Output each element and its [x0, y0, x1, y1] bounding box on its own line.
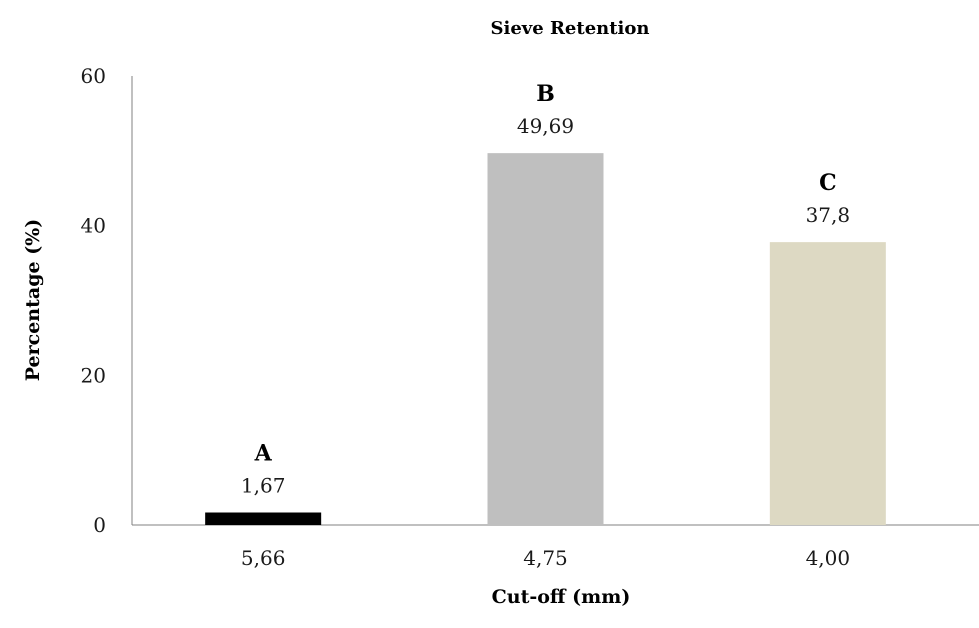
bar-value-label: 1,67	[241, 474, 286, 498]
bar-a	[205, 512, 322, 525]
x-axis-title: Cut-off (mm)	[492, 586, 631, 608]
bars	[205, 153, 886, 525]
bar-c	[769, 242, 886, 525]
bar-labels: 1,67 A 49,69 B 37,8 C	[241, 81, 850, 497]
y-tick-label: 60	[81, 64, 106, 88]
bar-value-label: 37,8	[806, 203, 851, 227]
y-tick-label: 20	[81, 363, 106, 387]
y-axis-title-group: Percentage (%)	[22, 219, 44, 381]
y-axis-title: Percentage (%)	[22, 219, 44, 381]
x-tick-label: 5,66	[241, 546, 286, 570]
bar-value-label: 49,69	[517, 114, 574, 138]
x-axis: 5,66 4,75 4,00	[132, 524, 979, 570]
y-axis: 0 20 40 60	[81, 64, 133, 537]
y-tick-label: 0	[93, 513, 106, 537]
bar-letter-label: B	[536, 81, 555, 107]
x-tick-label: 4,00	[806, 546, 851, 570]
y-tick-label: 40	[81, 214, 106, 238]
chart-title: Sieve Retention	[491, 18, 650, 39]
bar-letter-label: A	[254, 441, 273, 467]
x-tick-label: 4,75	[523, 546, 568, 570]
bar-letter-label: C	[819, 170, 837, 196]
bar-b	[487, 153, 604, 525]
